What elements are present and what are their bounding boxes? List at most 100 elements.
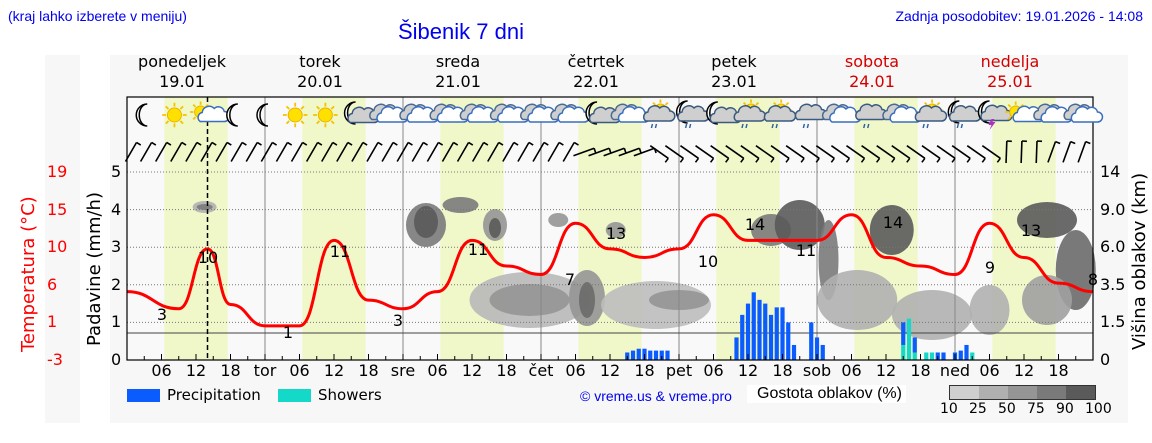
cloud-height-tick: 9.0 bbox=[1100, 199, 1126, 219]
temperature-tick: 15 bbox=[47, 199, 68, 219]
x-tick: čet bbox=[528, 361, 554, 380]
x-tick: tor bbox=[253, 361, 277, 380]
density-swatch bbox=[1008, 386, 1037, 399]
temperature-annotation: 13 bbox=[606, 224, 626, 243]
temperature-annotation: 11 bbox=[468, 240, 488, 259]
day-header: petek 23.01 bbox=[674, 52, 794, 92]
x-tick: 18 bbox=[634, 361, 655, 380]
day-name: četrtek bbox=[567, 52, 625, 71]
moon-cloud-rain-icon bbox=[675, 100, 710, 129]
x-tick: sob bbox=[802, 361, 832, 380]
showers-legend-label: Showers bbox=[318, 386, 382, 404]
x-tick: 06 bbox=[841, 361, 862, 380]
day-header: sreda 21.01 bbox=[398, 52, 518, 92]
precipitation-tick: 0 bbox=[111, 349, 122, 369]
day-date: 21.01 bbox=[435, 72, 481, 91]
density-swatch bbox=[950, 386, 979, 399]
day-date: 23.01 bbox=[711, 72, 757, 91]
x-tick: 12 bbox=[737, 361, 759, 380]
x-tick: 18 bbox=[910, 361, 931, 380]
precipitation-legend-label: Precipitation bbox=[167, 386, 261, 404]
x-tick: pet bbox=[665, 361, 693, 380]
x-tick: 18 bbox=[496, 361, 517, 380]
density-tick: 25 bbox=[969, 401, 987, 417]
x-tick: 06 bbox=[979, 361, 1000, 380]
cloud-height-tick: 1.5 bbox=[1100, 312, 1126, 331]
copyright-link[interactable]: © vreme.us & vreme.pro bbox=[580, 388, 732, 404]
temperature-tick: 19 bbox=[47, 162, 68, 181]
temperature-annotation: 10 bbox=[698, 252, 718, 271]
day-header: ponedeljek 19.01 bbox=[122, 52, 242, 92]
moon-icon bbox=[256, 103, 269, 127]
density-swatch bbox=[979, 386, 1008, 399]
cloud-height-tick: 14 bbox=[1100, 162, 1121, 181]
sun-icon bbox=[313, 102, 338, 128]
x-tick: 06 bbox=[427, 361, 448, 380]
day-date: 25.01 bbox=[987, 72, 1033, 91]
x-tick: 12 bbox=[599, 361, 621, 380]
precipitation-swatch bbox=[127, 389, 160, 402]
sun-icon bbox=[282, 102, 308, 128]
x-tick: ned bbox=[939, 361, 971, 380]
density-tick: 100 bbox=[1085, 401, 1112, 417]
x-tick: 06 bbox=[151, 361, 172, 380]
cloud-height-tick: 6.0 bbox=[1100, 237, 1126, 256]
density-tick: 75 bbox=[1027, 401, 1045, 417]
day-name: nedelja bbox=[980, 52, 1040, 71]
x-tick: 18 bbox=[220, 361, 241, 380]
day-name: torek bbox=[299, 52, 341, 71]
sun-cloud-rain-icon bbox=[763, 99, 797, 129]
temperature-tick: -3 bbox=[47, 349, 63, 369]
precipitation-tick: 4 bbox=[111, 199, 122, 219]
x-tick: 18 bbox=[772, 361, 793, 380]
x-tick: 12 bbox=[1013, 361, 1035, 380]
sun-cloud-rain-icon bbox=[914, 99, 948, 129]
moon-cloud-thunder-icon bbox=[977, 100, 1013, 130]
temperature-annotation: 1 bbox=[283, 323, 293, 342]
cloudy-icon bbox=[1063, 103, 1104, 123]
day-name: sreda bbox=[435, 52, 481, 71]
cloud-density-scale bbox=[949, 385, 1096, 400]
temperature-annotation: 7 bbox=[565, 270, 575, 289]
x-tick: sre bbox=[390, 361, 416, 380]
x-tick: 18 bbox=[358, 361, 379, 380]
day-name: sobota bbox=[844, 52, 900, 71]
day-header: torek 20.01 bbox=[260, 52, 380, 92]
density-tick: 90 bbox=[1056, 401, 1074, 417]
sun-cloud-icon bbox=[190, 101, 230, 123]
day-name: petek bbox=[711, 52, 757, 71]
density-tick: 10 bbox=[940, 401, 958, 417]
showers-swatch bbox=[278, 389, 311, 402]
x-tick: 06 bbox=[289, 361, 310, 380]
x-tick: 12 bbox=[323, 361, 345, 380]
day-name: ponedeljek bbox=[138, 52, 226, 71]
precipitation-tick: 5 bbox=[111, 162, 122, 181]
cloud-density-label: Gostota oblakov (%) bbox=[747, 385, 906, 403]
density-swatch bbox=[1066, 386, 1095, 399]
day-date: 19.01 bbox=[159, 72, 205, 91]
day-date: 20.01 bbox=[297, 72, 343, 91]
x-tick: 06 bbox=[565, 361, 586, 380]
sun-cloud-rain-icon bbox=[642, 99, 676, 129]
sun-icon bbox=[162, 102, 187, 128]
density-tick: 50 bbox=[998, 401, 1016, 417]
temperature-annotation: 11 bbox=[330, 242, 350, 261]
day-header: četrtek 22.01 bbox=[536, 52, 656, 92]
cloud-height-tick: 0 bbox=[1100, 349, 1111, 369]
temperature-axis-panel bbox=[45, 55, 80, 423]
temperature-tick: 10 bbox=[47, 237, 68, 256]
temperature-annotation: 14 bbox=[745, 215, 765, 234]
density-swatch bbox=[1037, 386, 1066, 399]
day-date: 24.01 bbox=[849, 72, 895, 91]
day-header: sobota 24.01 bbox=[812, 52, 932, 92]
temperature-annotation: 14 bbox=[883, 213, 903, 232]
temperature-annotation: 13 bbox=[1021, 221, 1041, 240]
temperature-annotation: 3 bbox=[393, 311, 403, 330]
precipitation-tick: 3 bbox=[111, 237, 122, 256]
x-tick: 06 bbox=[703, 361, 724, 380]
moon-icon bbox=[135, 103, 148, 127]
temperature-tick: 6 bbox=[47, 274, 58, 294]
temperature-tick: 1 bbox=[47, 312, 58, 331]
day-date: 22.01 bbox=[573, 72, 619, 91]
